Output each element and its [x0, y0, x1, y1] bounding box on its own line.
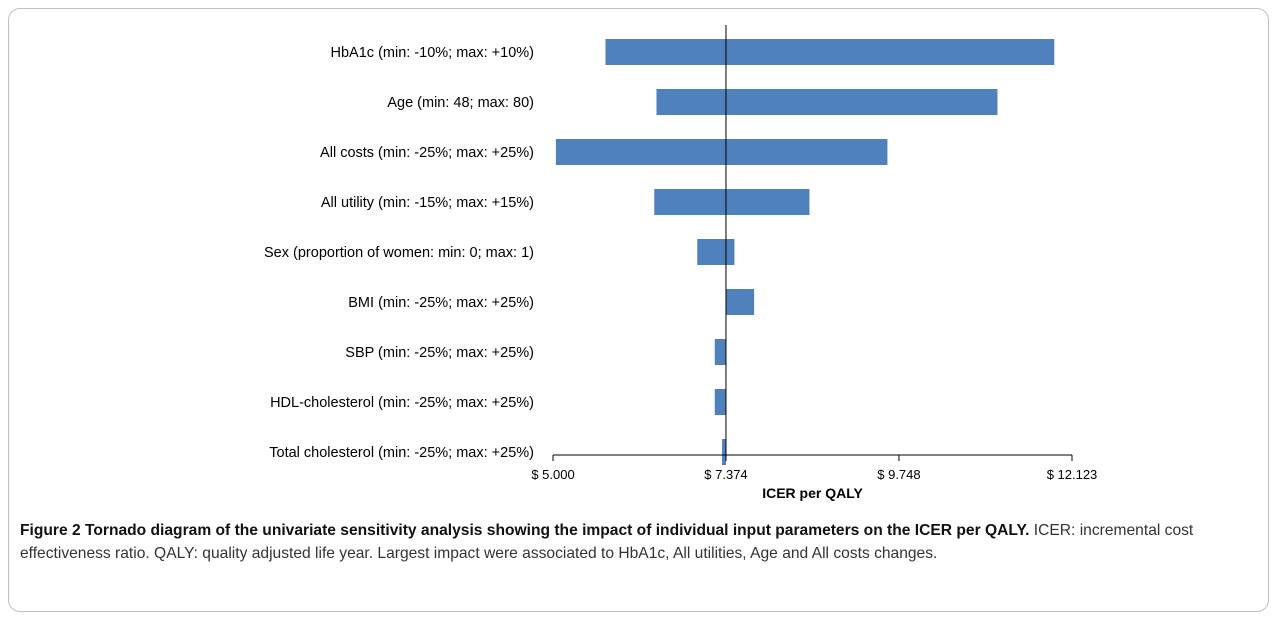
- x-axis-title: ICER per QALY: [762, 485, 863, 501]
- x-tick-label: $ 5.000: [531, 467, 574, 482]
- category-label: Total cholesterol (min: -25%; max: +25%): [269, 445, 534, 461]
- category-label: HbA1c (min: -10%; max: +10%): [331, 45, 534, 61]
- x-tick-label: $ 9.748: [877, 467, 920, 482]
- tornado-bar: [722, 439, 726, 465]
- tornado-bar: [555, 139, 888, 165]
- tornado-chart: HbA1c (min: -10%; max: +10%) Age (min: 48…: [264, 25, 1098, 501]
- category-label: HDL-cholesterol (min: -25%; max: +25%): [270, 395, 534, 411]
- x-tick-label: $ 7.374: [704, 467, 747, 482]
- x-tick-label: $ 12.123: [1047, 467, 1098, 482]
- figure-frame: [8, 8, 1269, 612]
- tornado-bar: [656, 89, 998, 115]
- caption-text: ICER: incremental cost effectiveness rat…: [20, 522, 1194, 562]
- tornado-bar: [605, 39, 1055, 65]
- category-label: Sex (proportion of women: min: 0; max: 1…: [264, 245, 534, 261]
- tornado-bar: [697, 239, 735, 265]
- category-label: Age (min: 48; max: 80): [387, 95, 534, 111]
- tornado-bar: [725, 289, 755, 315]
- tornado-bar: [714, 389, 726, 415]
- category-label: All utility (min: -15%; max: +15%): [321, 195, 534, 211]
- figure-caption: Figure 2 Tornado diagram of the univaria…: [20, 519, 1268, 565]
- tornado-bar: [654, 189, 810, 215]
- figure-title: Figure 2 Tornado diagram of the univaria…: [20, 522, 1030, 539]
- category-label: SBP (min: -25%; max: +25%): [345, 345, 534, 361]
- tornado-bar: [714, 339, 726, 365]
- category-label: BMI (min: -25%; max: +25%): [348, 295, 534, 311]
- category-label: All costs (min: -25%; max: +25%): [320, 145, 534, 161]
